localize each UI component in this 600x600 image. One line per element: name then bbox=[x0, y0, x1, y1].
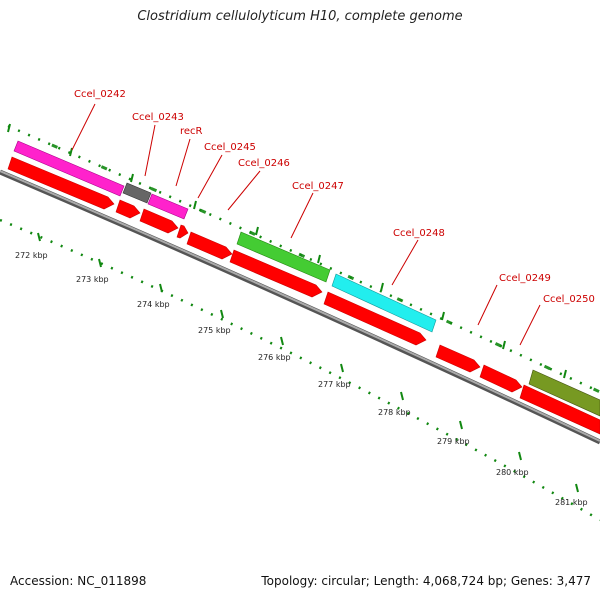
gene-label: Ccel_0247 bbox=[292, 181, 344, 192]
map-title: Clostridium cellulolyticum H10, complete… bbox=[137, 9, 463, 24]
outer-major-ticks bbox=[7, 123, 567, 379]
cds-arrow[interactable] bbox=[519, 384, 600, 435]
cds-arrow[interactable] bbox=[7, 156, 115, 210]
kbp-label: 274 kbp bbox=[137, 300, 170, 309]
kbp-label: 278 kbp bbox=[378, 408, 411, 417]
kbp-label: 276 kbp bbox=[258, 353, 291, 362]
kbp-label: 281 kbp bbox=[555, 498, 588, 507]
gene-label: Ccel_0248 bbox=[393, 228, 445, 239]
cds-arrow[interactable] bbox=[229, 249, 323, 298]
kbp-label: 280 kbp bbox=[496, 468, 529, 477]
feature-bar-ccel-0243[interactable] bbox=[122, 182, 152, 204]
feature-bar-recr[interactable] bbox=[147, 193, 189, 220]
kbp-label: 277 kbp bbox=[318, 380, 351, 389]
gene-labels: Ccel_0242 Ccel_0243 recR Ccel_0245 Ccel_… bbox=[74, 89, 595, 305]
feature-bar-ccel-0246[interactable] bbox=[236, 231, 331, 283]
gene-label: Ccel_0249 bbox=[499, 273, 551, 284]
gene-label: Ccel_0250 bbox=[543, 294, 595, 305]
gene-label: Ccel_0243 bbox=[132, 112, 184, 123]
kbp-label: 279 kbp bbox=[437, 437, 470, 446]
inner-tick-track bbox=[0, 218, 600, 522]
feature-bar-ccel-0242[interactable] bbox=[13, 140, 125, 197]
topology-text: Topology: circular; Length: 4,068,724 bp… bbox=[261, 574, 591, 588]
cds-arrow[interactable] bbox=[115, 199, 141, 219]
kbp-label: 275 kbp bbox=[198, 326, 231, 335]
gene-label: Ccel_0242 bbox=[74, 89, 126, 100]
cds-arrow[interactable] bbox=[139, 208, 179, 234]
gene-label: recR bbox=[180, 126, 203, 137]
feature-track bbox=[13, 140, 600, 417]
gene-label: Ccel_0246 bbox=[238, 158, 290, 169]
kbp-label: 272 kbp bbox=[15, 251, 48, 260]
outer-tick-track bbox=[7, 124, 600, 394]
gene-label: Ccel_0245 bbox=[204, 142, 256, 153]
feature-bar-ccel-0247[interactable] bbox=[331, 273, 437, 333]
cds-arrow[interactable] bbox=[186, 231, 233, 260]
accession-text: Accession: NC_011898 bbox=[10, 574, 147, 588]
cds-track bbox=[7, 156, 600, 435]
inner-major-ticks bbox=[37, 232, 579, 493]
label-leaders bbox=[71, 103, 541, 346]
kbp-labels: 272 kbp 273 kbp 274 kbp 275 kbp 276 kbp … bbox=[15, 251, 588, 507]
feature-bar-ccel-0250[interactable] bbox=[528, 369, 600, 417]
cds-arrow[interactable] bbox=[323, 291, 427, 346]
cds-arrow[interactable] bbox=[435, 344, 481, 373]
kbp-label: 273 kbp bbox=[76, 275, 109, 284]
cds-arrow[interactable] bbox=[479, 364, 523, 393]
cds-arrow[interactable] bbox=[176, 224, 189, 239]
genome-backbone bbox=[0, 169, 600, 445]
